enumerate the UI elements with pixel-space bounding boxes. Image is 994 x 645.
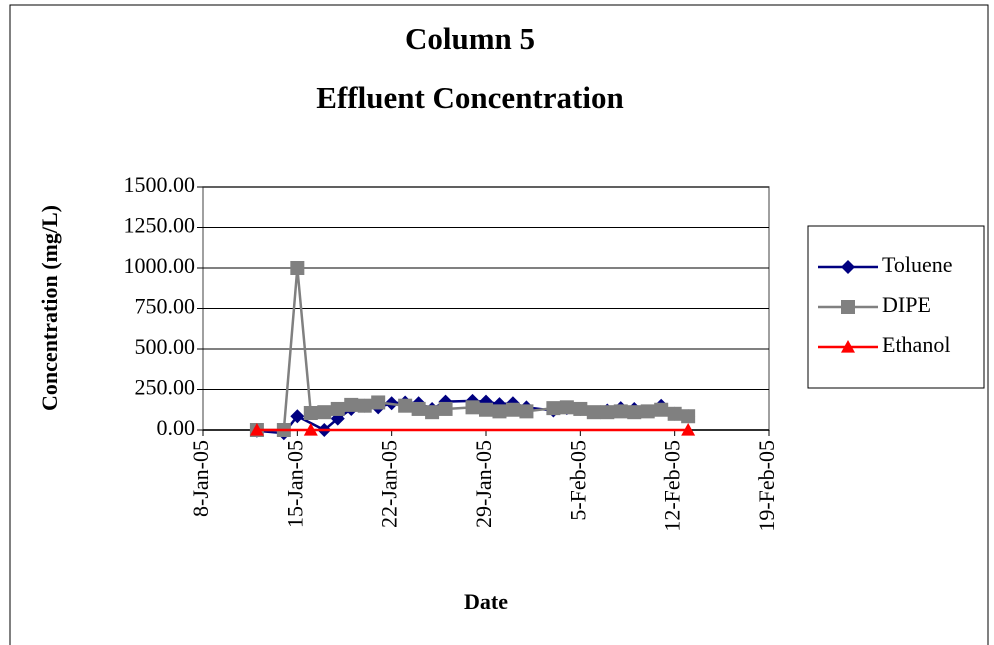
marker (411, 401, 426, 416)
marker (371, 395, 386, 410)
marker (398, 398, 413, 413)
marker (667, 406, 682, 421)
marker (627, 405, 642, 420)
legend-label: Ethanol (882, 332, 950, 357)
x-tick-label: 12-Feb-05 (660, 440, 685, 532)
x-tick-label: 8-Jan-05 (188, 440, 213, 517)
marker (303, 423, 318, 436)
marker (519, 404, 534, 419)
marker (465, 400, 480, 415)
marker (438, 401, 453, 416)
marker (600, 405, 615, 420)
y-tick-label: 1500.00 (124, 172, 196, 197)
y-tick-label: 250.00 (135, 375, 196, 400)
x-tick-label: 15-Jan-05 (282, 440, 307, 528)
marker (330, 401, 345, 416)
marker (492, 404, 507, 419)
marker (654, 402, 669, 417)
legend-marker (841, 340, 855, 353)
y-tick-label: 1000.00 (124, 253, 196, 278)
marker (290, 261, 305, 275)
chart-subtitle: Effluent Concentration (316, 80, 623, 115)
marker (357, 398, 372, 413)
y-axis-label: Concentration (mg/L) (37, 205, 62, 411)
x-tick-label: 19-Feb-05 (754, 440, 779, 532)
x-tick-label: 5-Feb-05 (565, 440, 590, 521)
y-tick-label: 750.00 (135, 294, 196, 319)
marker (613, 404, 628, 419)
marker (303, 405, 318, 420)
y-tick-label: 500.00 (135, 334, 196, 359)
marker (559, 400, 574, 415)
legend-marker (841, 260, 855, 274)
marker (546, 401, 561, 416)
marker (425, 405, 440, 420)
marker (344, 397, 359, 412)
marker (317, 405, 332, 420)
legend-label: Toluene (882, 252, 953, 277)
marker (479, 402, 493, 417)
marker (681, 423, 696, 436)
x-axis-label: Date (464, 589, 508, 614)
x-tick-label: 29-Jan-05 (471, 440, 496, 528)
marker (586, 405, 601, 420)
marker (505, 402, 520, 417)
marker (640, 404, 655, 419)
x-tick-label: 22-Jan-05 (377, 440, 402, 528)
marker (681, 409, 696, 424)
y-tick-label: 0.00 (157, 415, 196, 440)
marker (290, 409, 305, 424)
marker (573, 401, 588, 416)
legend-marker (841, 300, 855, 314)
y-tick-label: 1250.00 (124, 213, 196, 238)
chart-title: Column 5 (405, 21, 535, 56)
legend-label: DIPE (882, 292, 931, 317)
marker (249, 423, 264, 436)
